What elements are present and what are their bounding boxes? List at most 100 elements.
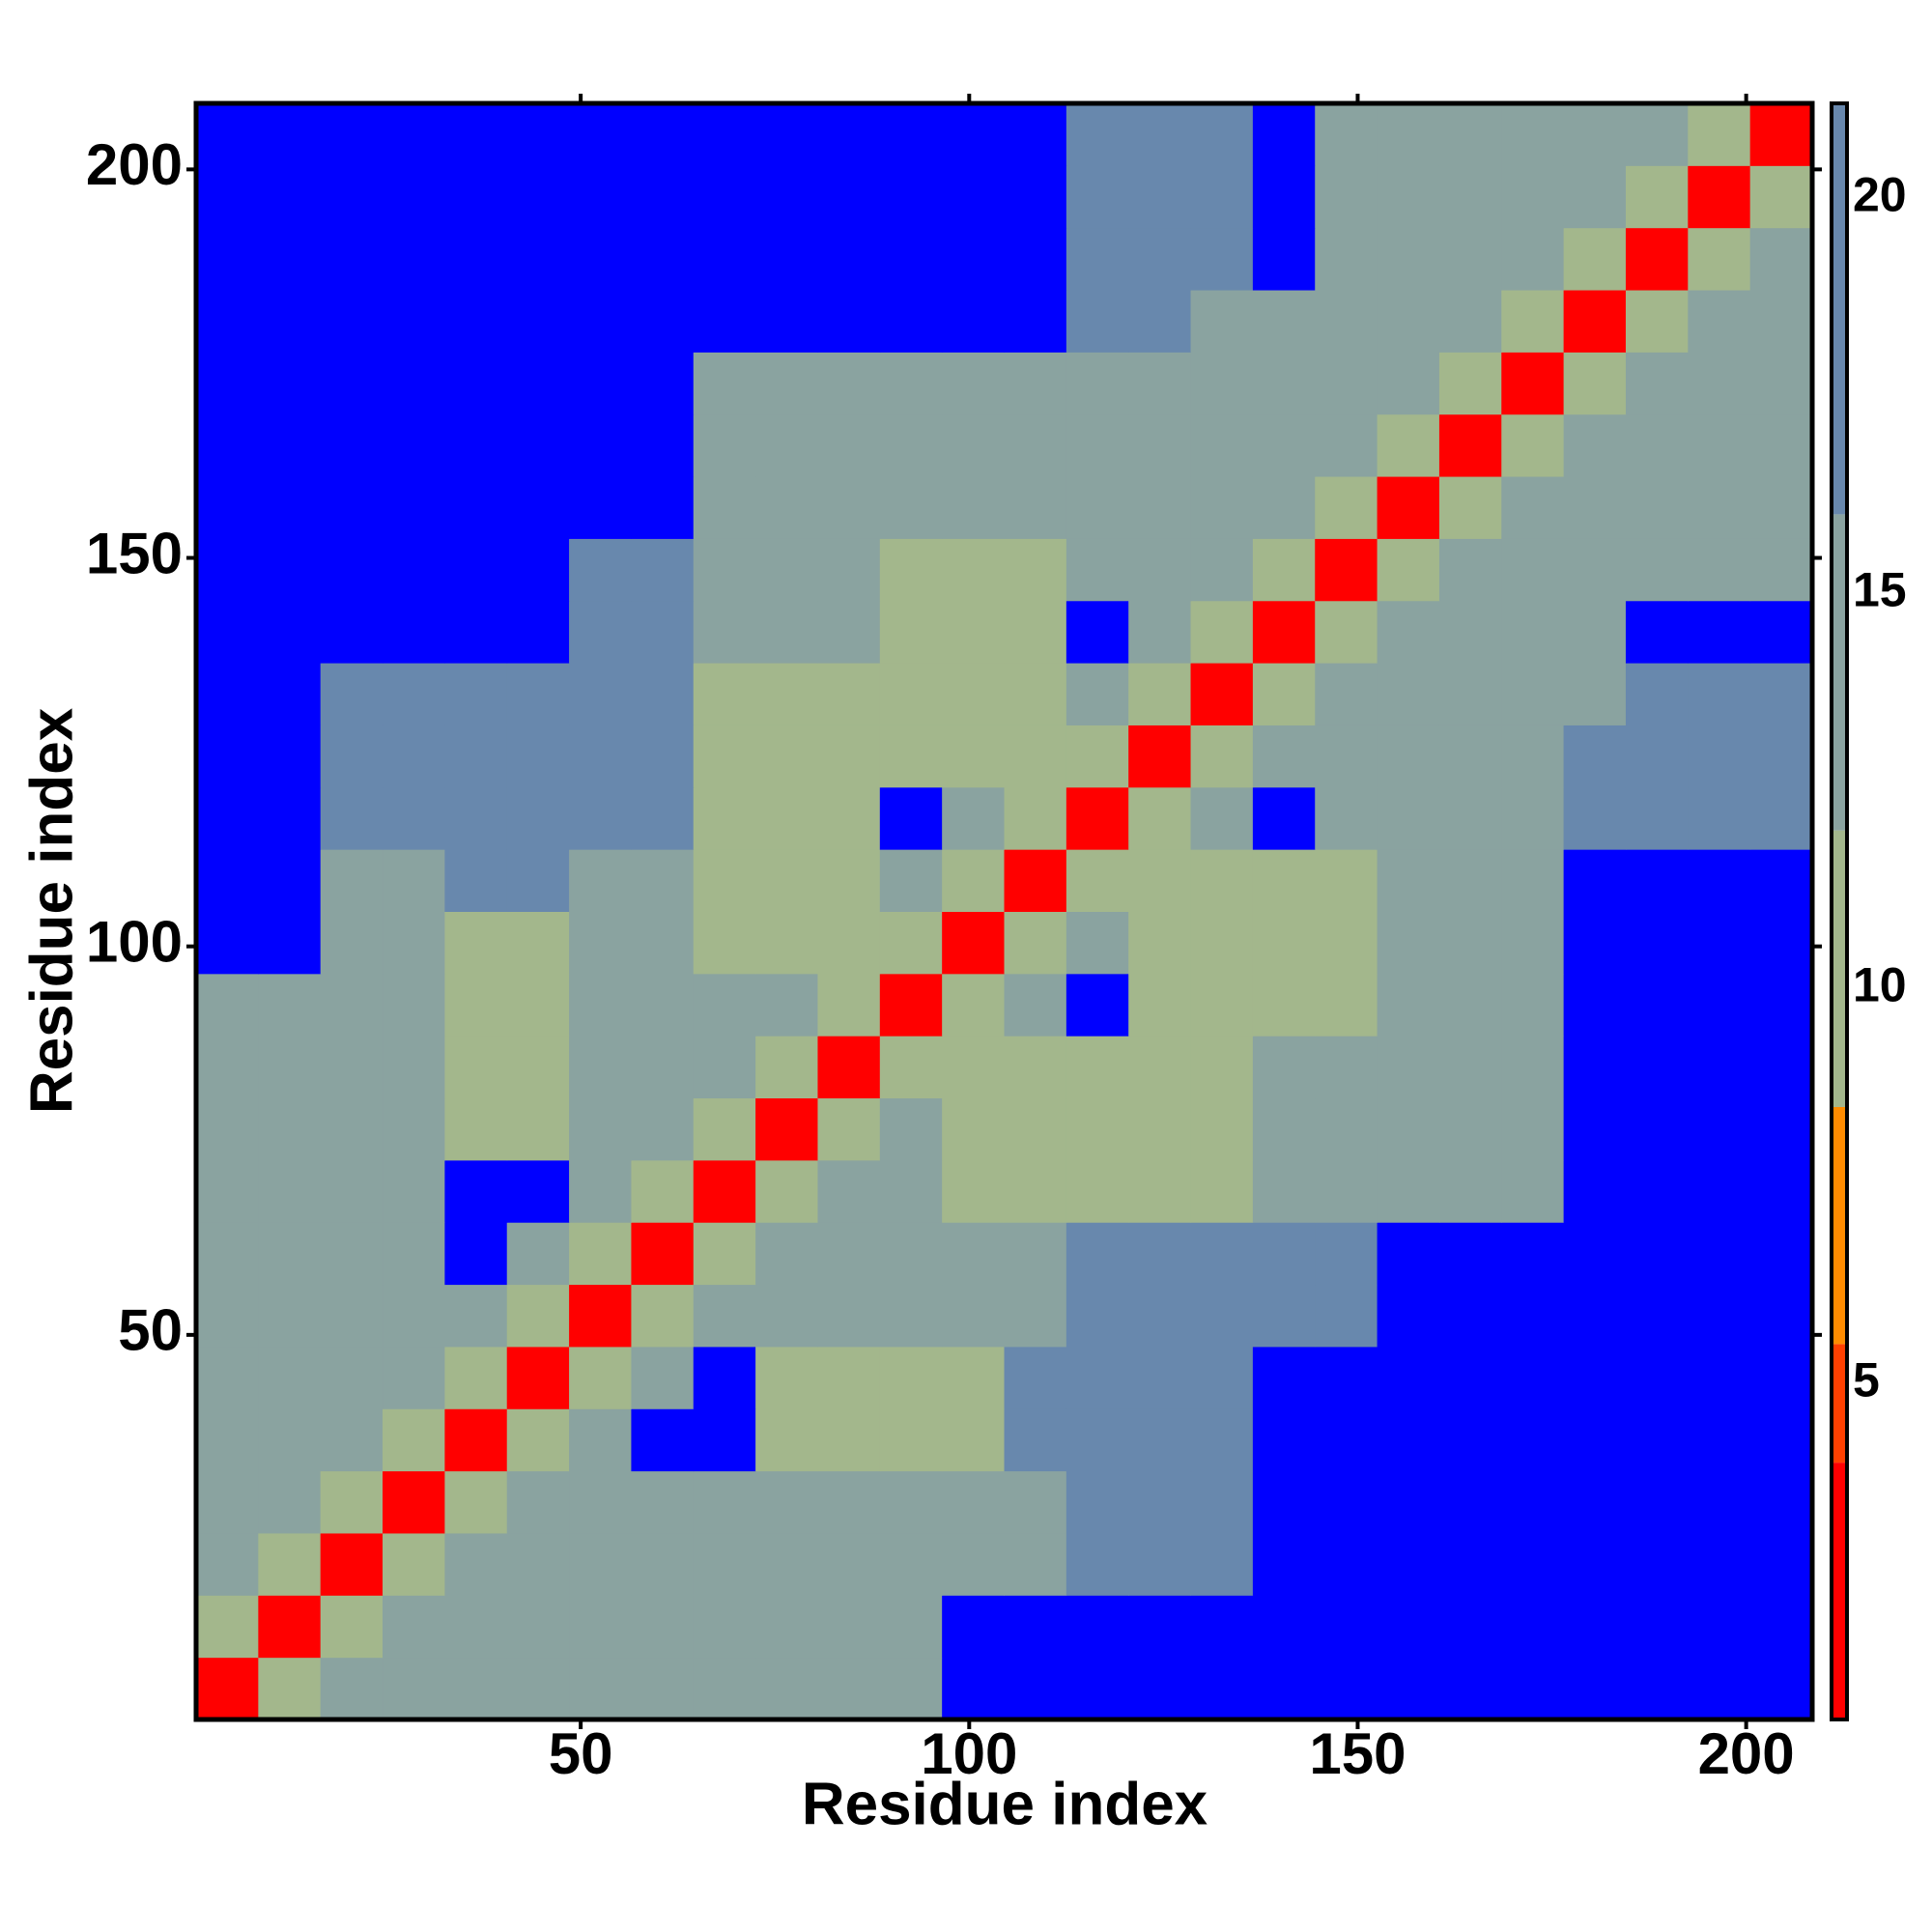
heat-cell [879, 1408, 943, 1472]
heat-cell [1128, 227, 1192, 291]
heat-cell [1438, 290, 1502, 353]
heat-cell [506, 600, 570, 664]
heat-cell [1004, 786, 1067, 850]
heat-cell [1065, 352, 1129, 415]
heat-cell [1128, 413, 1192, 477]
heat-cell [817, 663, 881, 725]
heat-cell [1315, 1346, 1378, 1409]
heat-cell [1377, 413, 1440, 477]
heat-cell [196, 476, 259, 539]
heat-cell [879, 1346, 943, 1409]
heat-cell [1004, 1097, 1067, 1161]
heat-cell [383, 911, 445, 975]
heat-cell [1501, 1595, 1565, 1659]
heat-cell [320, 1470, 384, 1534]
colorbar-segment [1832, 1344, 1847, 1463]
plot-border [193, 100, 1815, 1722]
heat-cell [1128, 911, 1192, 975]
colorbar-tick-label: 10 [1853, 957, 1907, 1011]
heat-cell [755, 1222, 818, 1286]
heat-cell [320, 973, 384, 1037]
heat-cell [817, 538, 881, 602]
heat-cell [1688, 352, 1751, 415]
heat-cell [1065, 1408, 1129, 1472]
heat-cell [506, 1097, 570, 1161]
heat-cell [631, 227, 695, 291]
heat-cell [1004, 1657, 1067, 1720]
heat-cell [258, 103, 322, 166]
heat-cell [693, 165, 756, 229]
heat-cell [1688, 103, 1751, 166]
heat-cell [942, 911, 1005, 975]
heat-cell [1377, 1532, 1440, 1596]
heat-cell [1563, 476, 1627, 539]
heat-cell [693, 663, 756, 725]
heat-cell [1563, 413, 1627, 477]
heat-cell [320, 786, 384, 850]
heat-cell [1749, 1159, 1813, 1223]
heat-cell [817, 413, 881, 477]
heat-cell [1128, 1222, 1192, 1286]
heat-cell [693, 1036, 756, 1099]
heat-cell [1625, 1222, 1689, 1286]
colorbar-segment [1832, 514, 1847, 831]
heat-cell [1438, 1036, 1502, 1099]
heat-cell [631, 663, 695, 725]
heat-cell [1315, 476, 1378, 539]
heat-cell [1501, 476, 1565, 539]
heat-cell [693, 1284, 756, 1348]
heat-cell [1252, 724, 1316, 788]
heat-cell [1377, 663, 1440, 725]
heat-cell [1190, 786, 1254, 850]
heat-cell [383, 786, 445, 850]
heat-cell [1190, 1159, 1254, 1223]
heat-cell [1438, 1097, 1502, 1161]
heat-cell [693, 1595, 756, 1659]
heat-cell [1315, 786, 1378, 850]
colorbar-tick-label: 15 [1853, 562, 1907, 616]
heat-cell [320, 352, 384, 415]
heat-cell [1688, 227, 1751, 291]
heat-cell [196, 849, 259, 912]
heat-cell [817, 849, 881, 912]
heat-cell [1749, 103, 1813, 166]
heat-cell [569, 1222, 632, 1286]
heat-cell [444, 663, 508, 725]
heat-cell [1625, 227, 1689, 291]
heat-cell [1004, 103, 1067, 166]
heat-cell [569, 1036, 632, 1099]
heat-cell [1749, 476, 1813, 539]
heat-cell [879, 1470, 943, 1534]
heat-cell [1065, 663, 1129, 725]
heat-cell [1004, 1346, 1067, 1409]
heat-cell [755, 1036, 818, 1099]
heat-cell [1128, 1036, 1192, 1099]
heat-cell [1315, 165, 1378, 229]
heat-cell [506, 973, 570, 1037]
heat-cell [1377, 227, 1440, 291]
heat-cell [1749, 290, 1813, 353]
heat-cell [1438, 849, 1502, 912]
heat-cell [196, 911, 259, 975]
heat-cell [1438, 413, 1502, 477]
heat-cell [383, 1532, 445, 1596]
heat-cell [1315, 1470, 1378, 1534]
heat-cell [1501, 786, 1565, 850]
heat-cell [1065, 1284, 1129, 1348]
heat-cell [506, 227, 570, 291]
heat-cell [1190, 1532, 1254, 1596]
heat-cell [506, 476, 570, 539]
heat-cell [693, 973, 756, 1037]
heat-cell [569, 663, 632, 725]
heat-cell [1688, 1346, 1751, 1409]
heat-cell [1501, 1159, 1565, 1223]
heat-cell [1438, 1222, 1502, 1286]
heat-cell [1004, 227, 1067, 291]
heat-cell [879, 663, 943, 725]
heat-cell [755, 849, 818, 912]
heat-cell [1749, 663, 1813, 725]
colorbar-segment [1832, 1106, 1847, 1345]
heat-cell [755, 1284, 818, 1348]
colorbar-segment [1832, 103, 1847, 515]
heat-cell [444, 1346, 508, 1409]
